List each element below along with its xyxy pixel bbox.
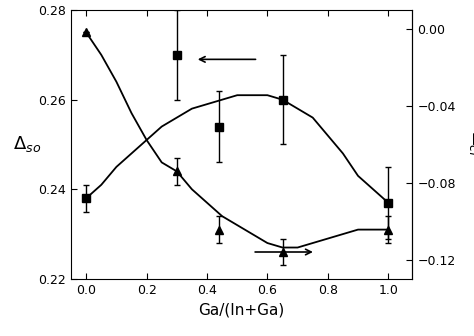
Y-axis label: $\Delta_{cf}$: $\Delta_{cf}$ [467,131,474,158]
Y-axis label: $\Delta_{so}$: $\Delta_{so}$ [13,134,41,155]
X-axis label: Ga/(In+Ga): Ga/(In+Ga) [199,302,285,317]
